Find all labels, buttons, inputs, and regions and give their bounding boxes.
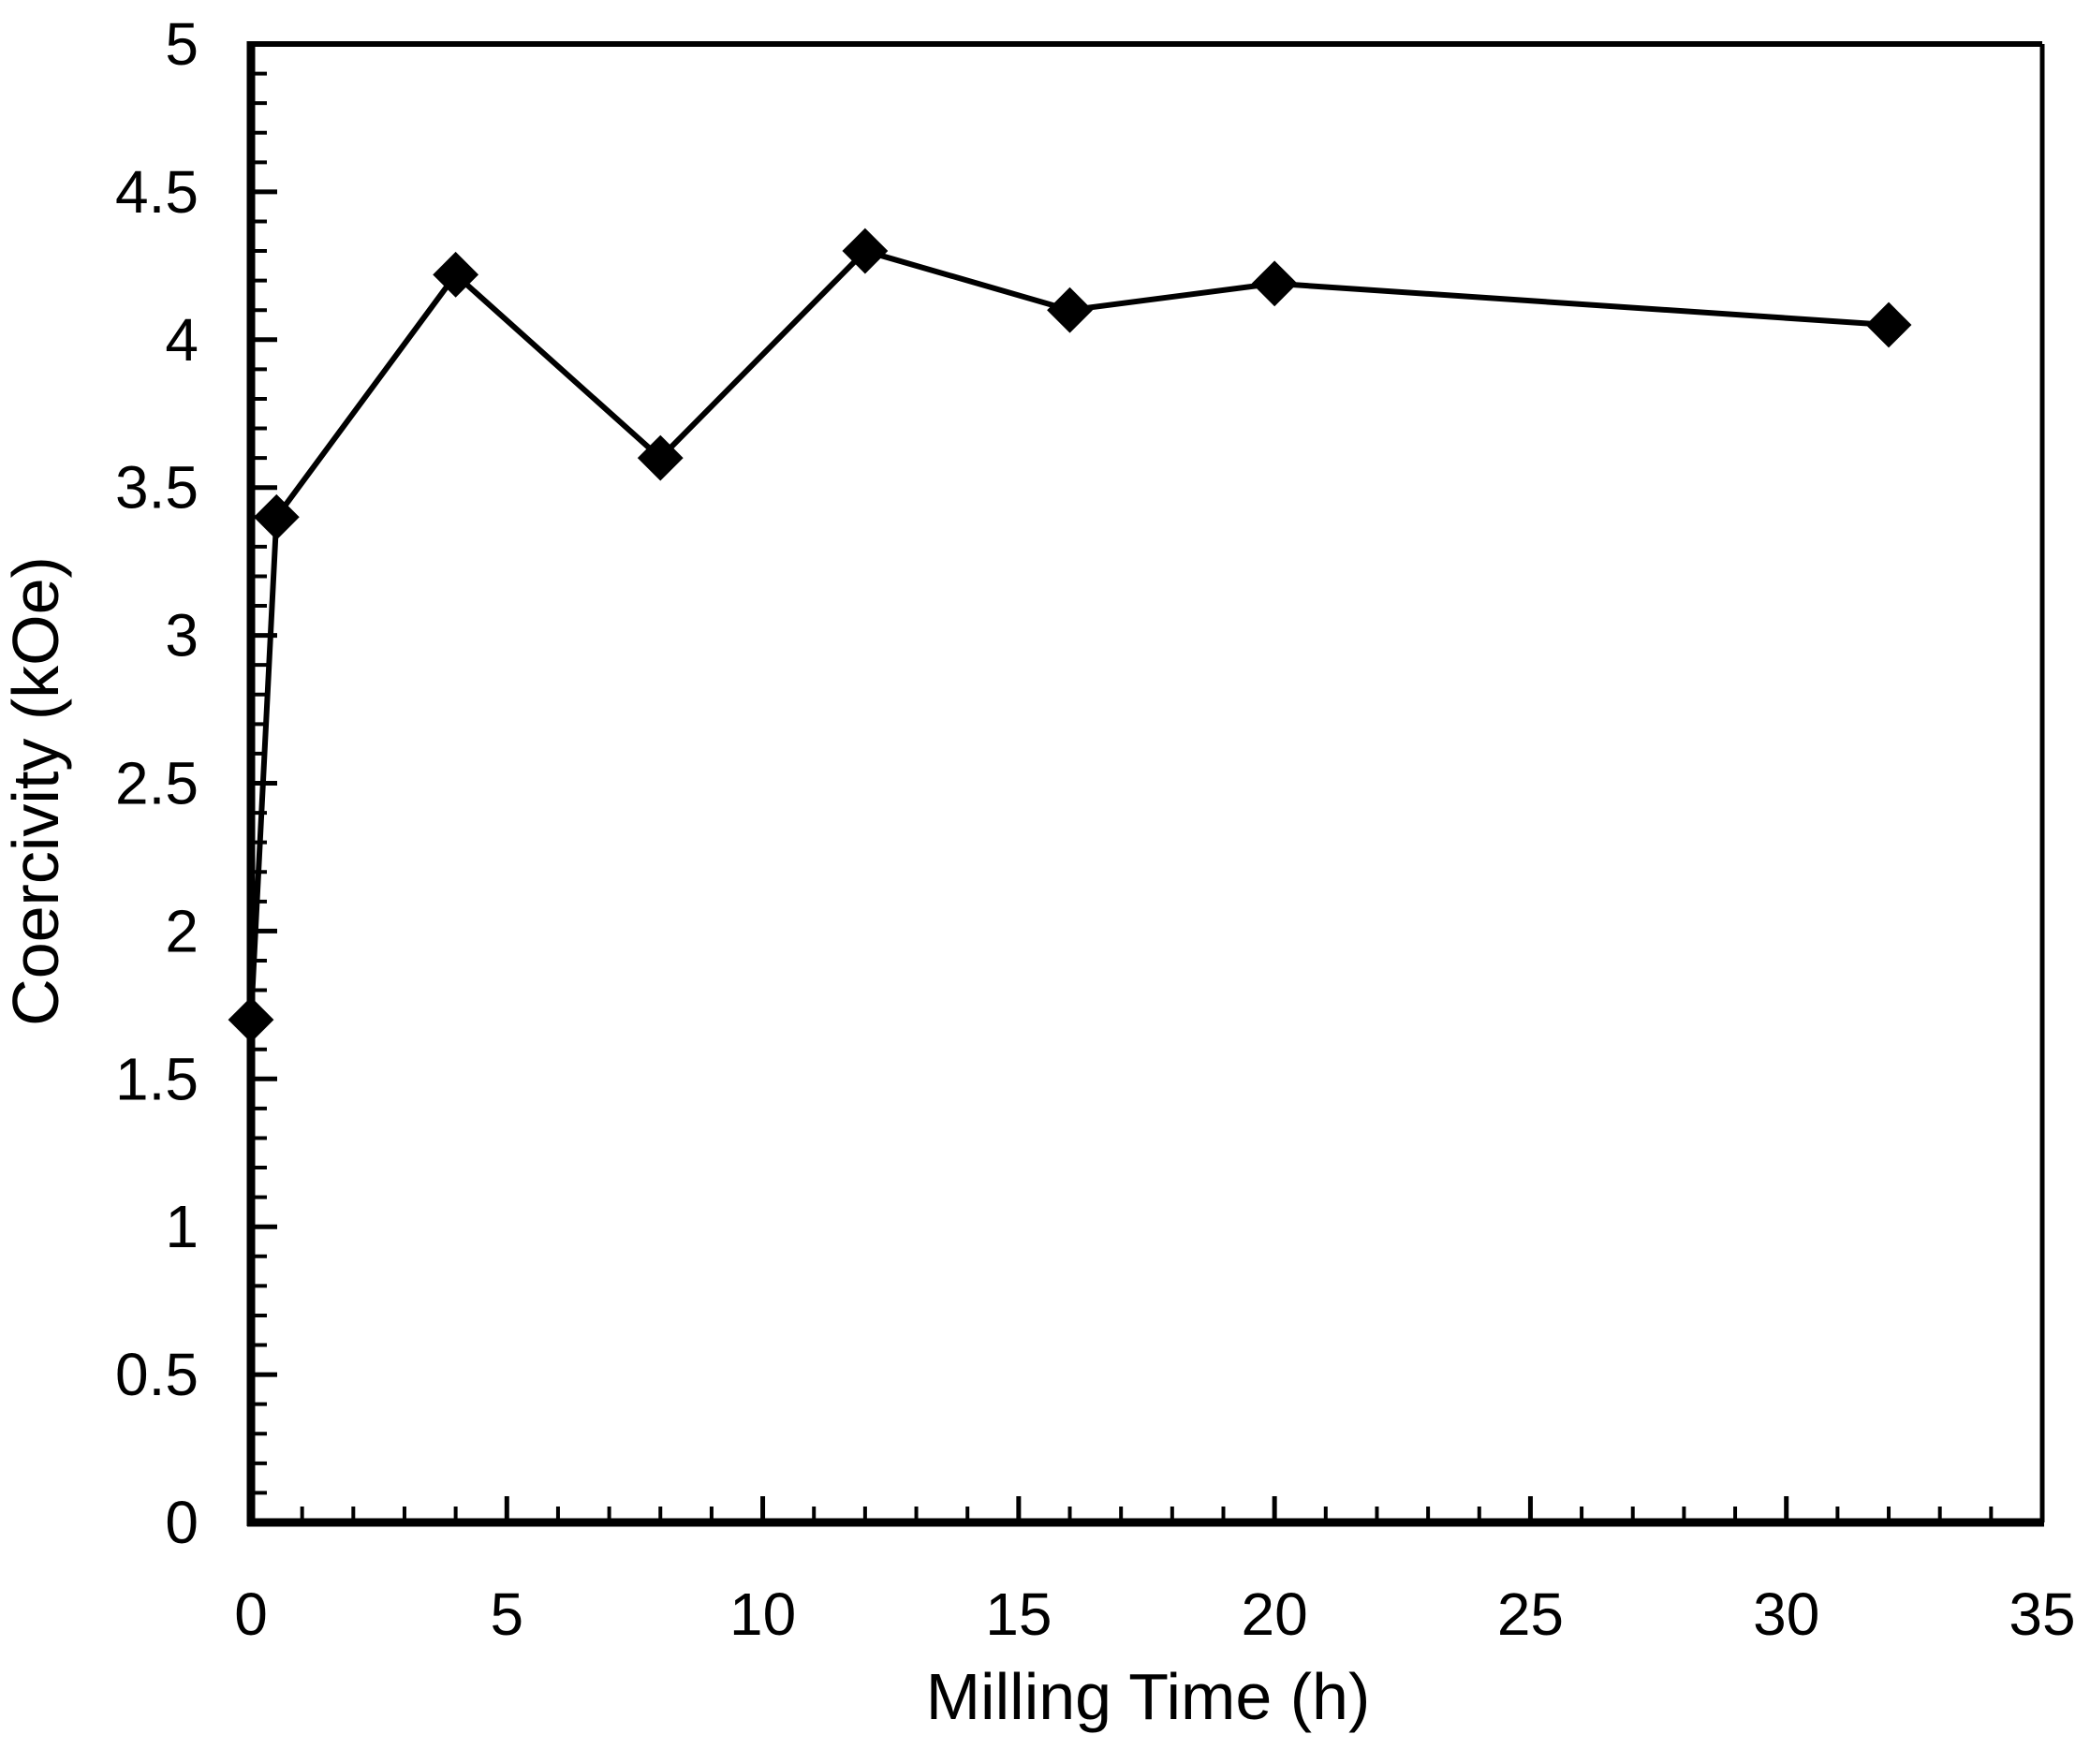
y-tick-label: 0	[165, 1489, 199, 1556]
data-point-marker	[1047, 287, 1093, 333]
y-tick-label: 0.5	[115, 1341, 199, 1408]
x-tick-label: 35	[2009, 1580, 2075, 1648]
y-tick-label: 4	[165, 306, 199, 374]
x-tick-label: 0	[234, 1580, 268, 1648]
y-tick-label: 1.5	[115, 1045, 199, 1112]
y-tick-label: 3.5	[115, 454, 199, 522]
y-tick-label: 3	[165, 602, 199, 669]
y-tick-label: 4.5	[115, 158, 199, 226]
y-tick-label: 2.5	[115, 750, 199, 817]
data-point-marker	[433, 251, 479, 298]
x-tick-label: 20	[1242, 1580, 1308, 1648]
x-tick-label: 30	[1753, 1580, 1819, 1648]
data-point-marker	[842, 228, 889, 274]
x-tick-label: 25	[1497, 1580, 1564, 1648]
data-point-marker	[637, 434, 684, 481]
data-point-marker	[228, 996, 274, 1043]
series-line	[248, 247, 1890, 1021]
y-tick-label: 5	[165, 10, 199, 78]
x-tick-label: 15	[985, 1580, 1052, 1648]
x-axis-title: Milling Time (h)	[926, 1660, 1371, 1733]
y-tick-label: 2	[165, 897, 199, 964]
y-axis-title: Coercivity (kOe)	[0, 556, 72, 1026]
x-tick-label: 10	[729, 1580, 796, 1648]
data-point-marker	[1251, 260, 1298, 307]
y-tick-label: 1	[165, 1193, 199, 1260]
x-tick-label: 5	[490, 1580, 523, 1648]
data-point-marker	[253, 493, 300, 540]
data-point-marker	[1865, 301, 1912, 348]
